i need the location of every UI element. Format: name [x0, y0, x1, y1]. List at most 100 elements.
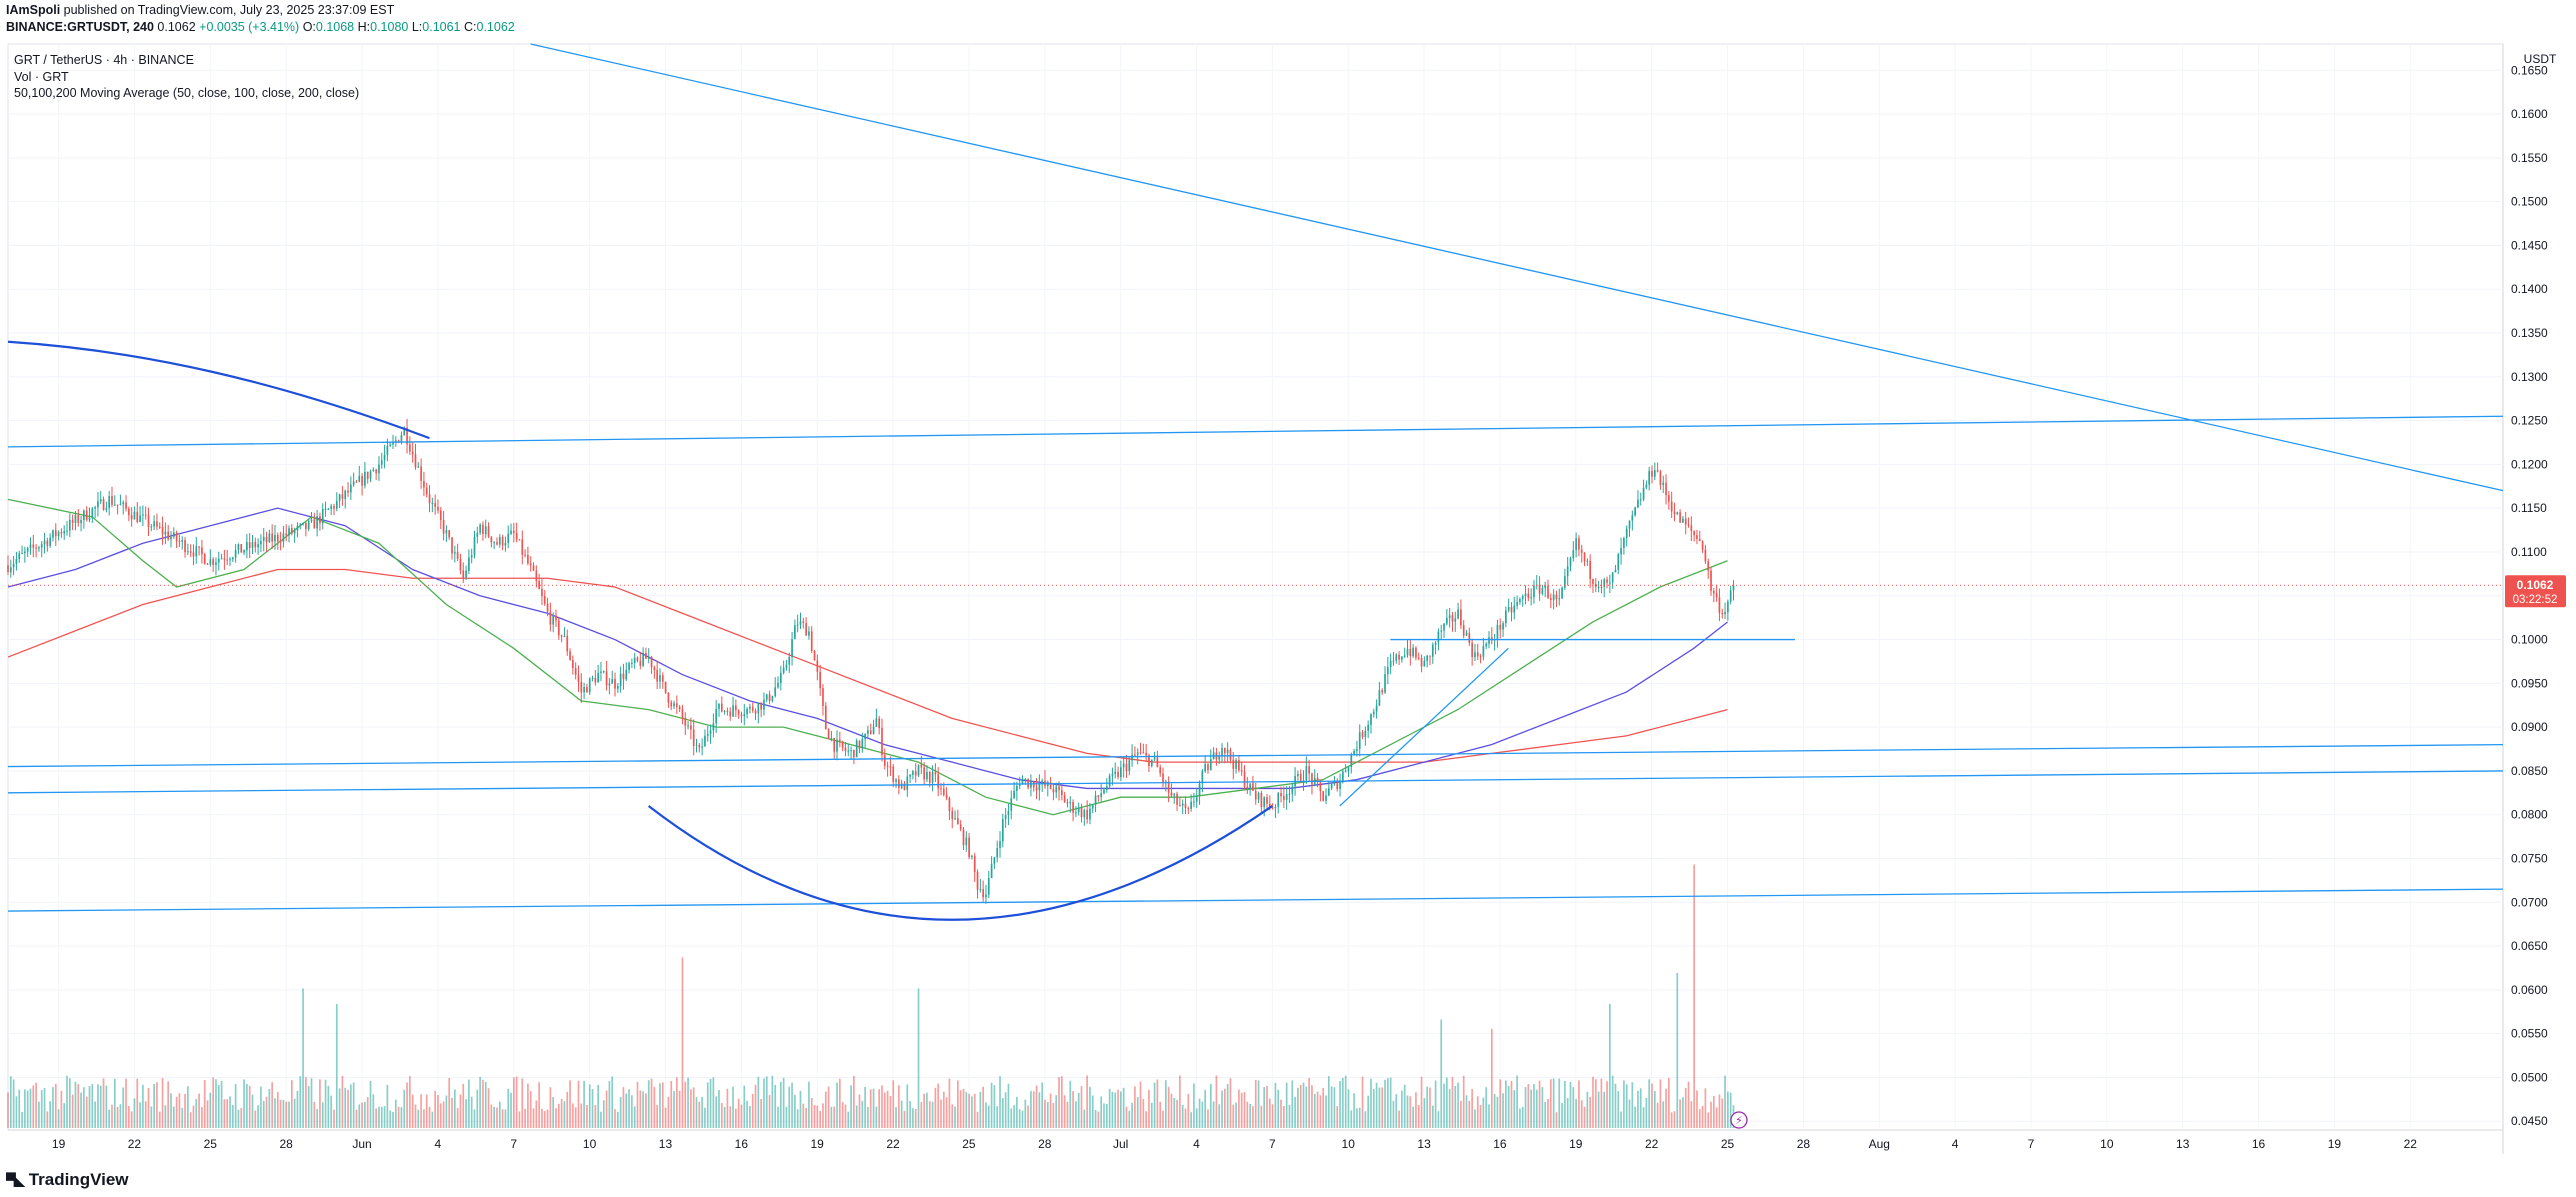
candle-body[interactable] [808, 631, 810, 636]
candle-body[interactable] [521, 539, 524, 555]
candle-body[interactable] [1347, 766, 1350, 772]
candle-body[interactable] [1266, 797, 1268, 804]
candle-body[interactable] [1342, 771, 1344, 781]
candle-body[interactable] [527, 554, 529, 564]
candle-body[interactable] [639, 660, 642, 666]
candle-body[interactable] [1291, 786, 1294, 794]
candle-body[interactable] [675, 703, 678, 707]
candle-body[interactable] [701, 746, 703, 748]
candle-body[interactable] [1083, 809, 1086, 818]
candle-body[interactable] [1094, 795, 1097, 805]
candle-body[interactable] [181, 540, 184, 542]
candle-body[interactable] [425, 487, 428, 495]
candle-body[interactable] [60, 532, 63, 534]
candle-body[interactable] [718, 703, 720, 709]
candle-body[interactable] [1167, 781, 1170, 793]
candle-body[interactable] [751, 706, 754, 711]
candle-body[interactable] [1316, 777, 1319, 783]
candle-body[interactable] [434, 502, 437, 507]
candle-body[interactable] [1533, 585, 1535, 598]
candle-body[interactable] [847, 750, 850, 752]
candle-body[interactable] [563, 635, 566, 637]
candle-body[interactable] [608, 683, 611, 686]
candle-body[interactable] [355, 481, 358, 483]
candle-body[interactable] [740, 714, 743, 716]
candle-body[interactable] [1521, 595, 1524, 600]
candle-body[interactable] [957, 818, 959, 825]
candle-body[interactable] [1665, 482, 1667, 496]
candle-body[interactable] [1488, 637, 1490, 644]
candle-body[interactable] [979, 889, 982, 891]
candle-body[interactable] [1226, 749, 1229, 754]
candle-body[interactable] [361, 475, 363, 486]
candle-body[interactable] [774, 687, 777, 697]
candle-body[interactable] [1162, 773, 1164, 783]
candle-body[interactable] [1476, 652, 1479, 657]
candle-body[interactable] [299, 524, 302, 527]
candle-body[interactable] [195, 546, 198, 557]
candle-body[interactable] [282, 533, 285, 542]
candle-body[interactable] [836, 739, 838, 752]
candle-body[interactable] [125, 502, 127, 509]
trendline[interactable] [530, 43, 2504, 492]
candle-body[interactable] [681, 709, 684, 718]
candle-body[interactable] [142, 514, 144, 516]
legend-volume[interactable]: Vol · GRT [14, 69, 69, 84]
candle-body[interactable] [465, 570, 467, 578]
candle-body[interactable] [403, 427, 406, 436]
candle-body[interactable] [1426, 655, 1429, 661]
candle-body[interactable] [1648, 470, 1651, 485]
candle-body[interactable] [493, 542, 496, 544]
candle-body[interactable] [678, 706, 681, 710]
candle-body[interactable] [1333, 780, 1336, 785]
candle-body[interactable] [459, 558, 462, 571]
candle-body[interactable] [647, 656, 650, 659]
candle-body[interactable] [942, 788, 945, 795]
candle-body[interactable] [1460, 609, 1462, 626]
candle-body[interactable] [1538, 584, 1541, 594]
candle-body[interactable] [1707, 561, 1710, 571]
trendline[interactable] [7, 770, 2504, 794]
candle-body[interactable] [510, 530, 512, 534]
candle-body[interactable] [310, 519, 313, 522]
candle-body[interactable] [21, 553, 23, 555]
candle-body[interactable] [9, 567, 12, 573]
candle-body[interactable] [914, 771, 917, 776]
candle-body[interactable] [1566, 566, 1569, 577]
candle-body[interactable] [77, 515, 80, 523]
candle-body[interactable] [704, 735, 706, 747]
candle-body[interactable] [38, 547, 40, 549]
candle-body[interactable] [482, 524, 484, 535]
candle-body[interactable] [1715, 593, 1718, 598]
candle-body[interactable] [316, 516, 318, 529]
candle-body[interactable] [532, 565, 535, 571]
candle-body[interactable] [605, 671, 608, 686]
candle-body[interactable] [1639, 499, 1642, 501]
candle-body[interactable] [411, 451, 414, 455]
candle-body[interactable] [560, 635, 563, 637]
candle-body[interactable] [1274, 806, 1277, 808]
candle-body[interactable] [161, 526, 164, 535]
candle-body[interactable] [66, 530, 68, 532]
candle-body[interactable] [1417, 657, 1420, 659]
candle-body[interactable] [1623, 537, 1625, 548]
candle-body[interactable] [591, 677, 594, 679]
candle-body[interactable] [1181, 803, 1184, 806]
candle-body[interactable] [1482, 646, 1485, 657]
candle-body[interactable] [1440, 630, 1443, 632]
candle-body[interactable] [706, 733, 709, 736]
candle-body[interactable] [335, 500, 338, 509]
candle-body[interactable] [43, 540, 46, 545]
candle-body[interactable] [1322, 791, 1325, 801]
candle-body[interactable] [1075, 812, 1077, 814]
candle-body[interactable] [1063, 795, 1066, 803]
candle-body[interactable] [653, 667, 656, 670]
candle-body[interactable] [1434, 642, 1437, 645]
candle-body[interactable] [71, 519, 74, 523]
candle-body[interactable] [1625, 528, 1628, 538]
candle-body[interactable] [816, 660, 819, 672]
candle-body[interactable] [1589, 560, 1592, 580]
candle-body[interactable] [602, 671, 605, 673]
candle-body[interactable] [1260, 793, 1263, 808]
candle-body[interactable] [29, 544, 32, 549]
